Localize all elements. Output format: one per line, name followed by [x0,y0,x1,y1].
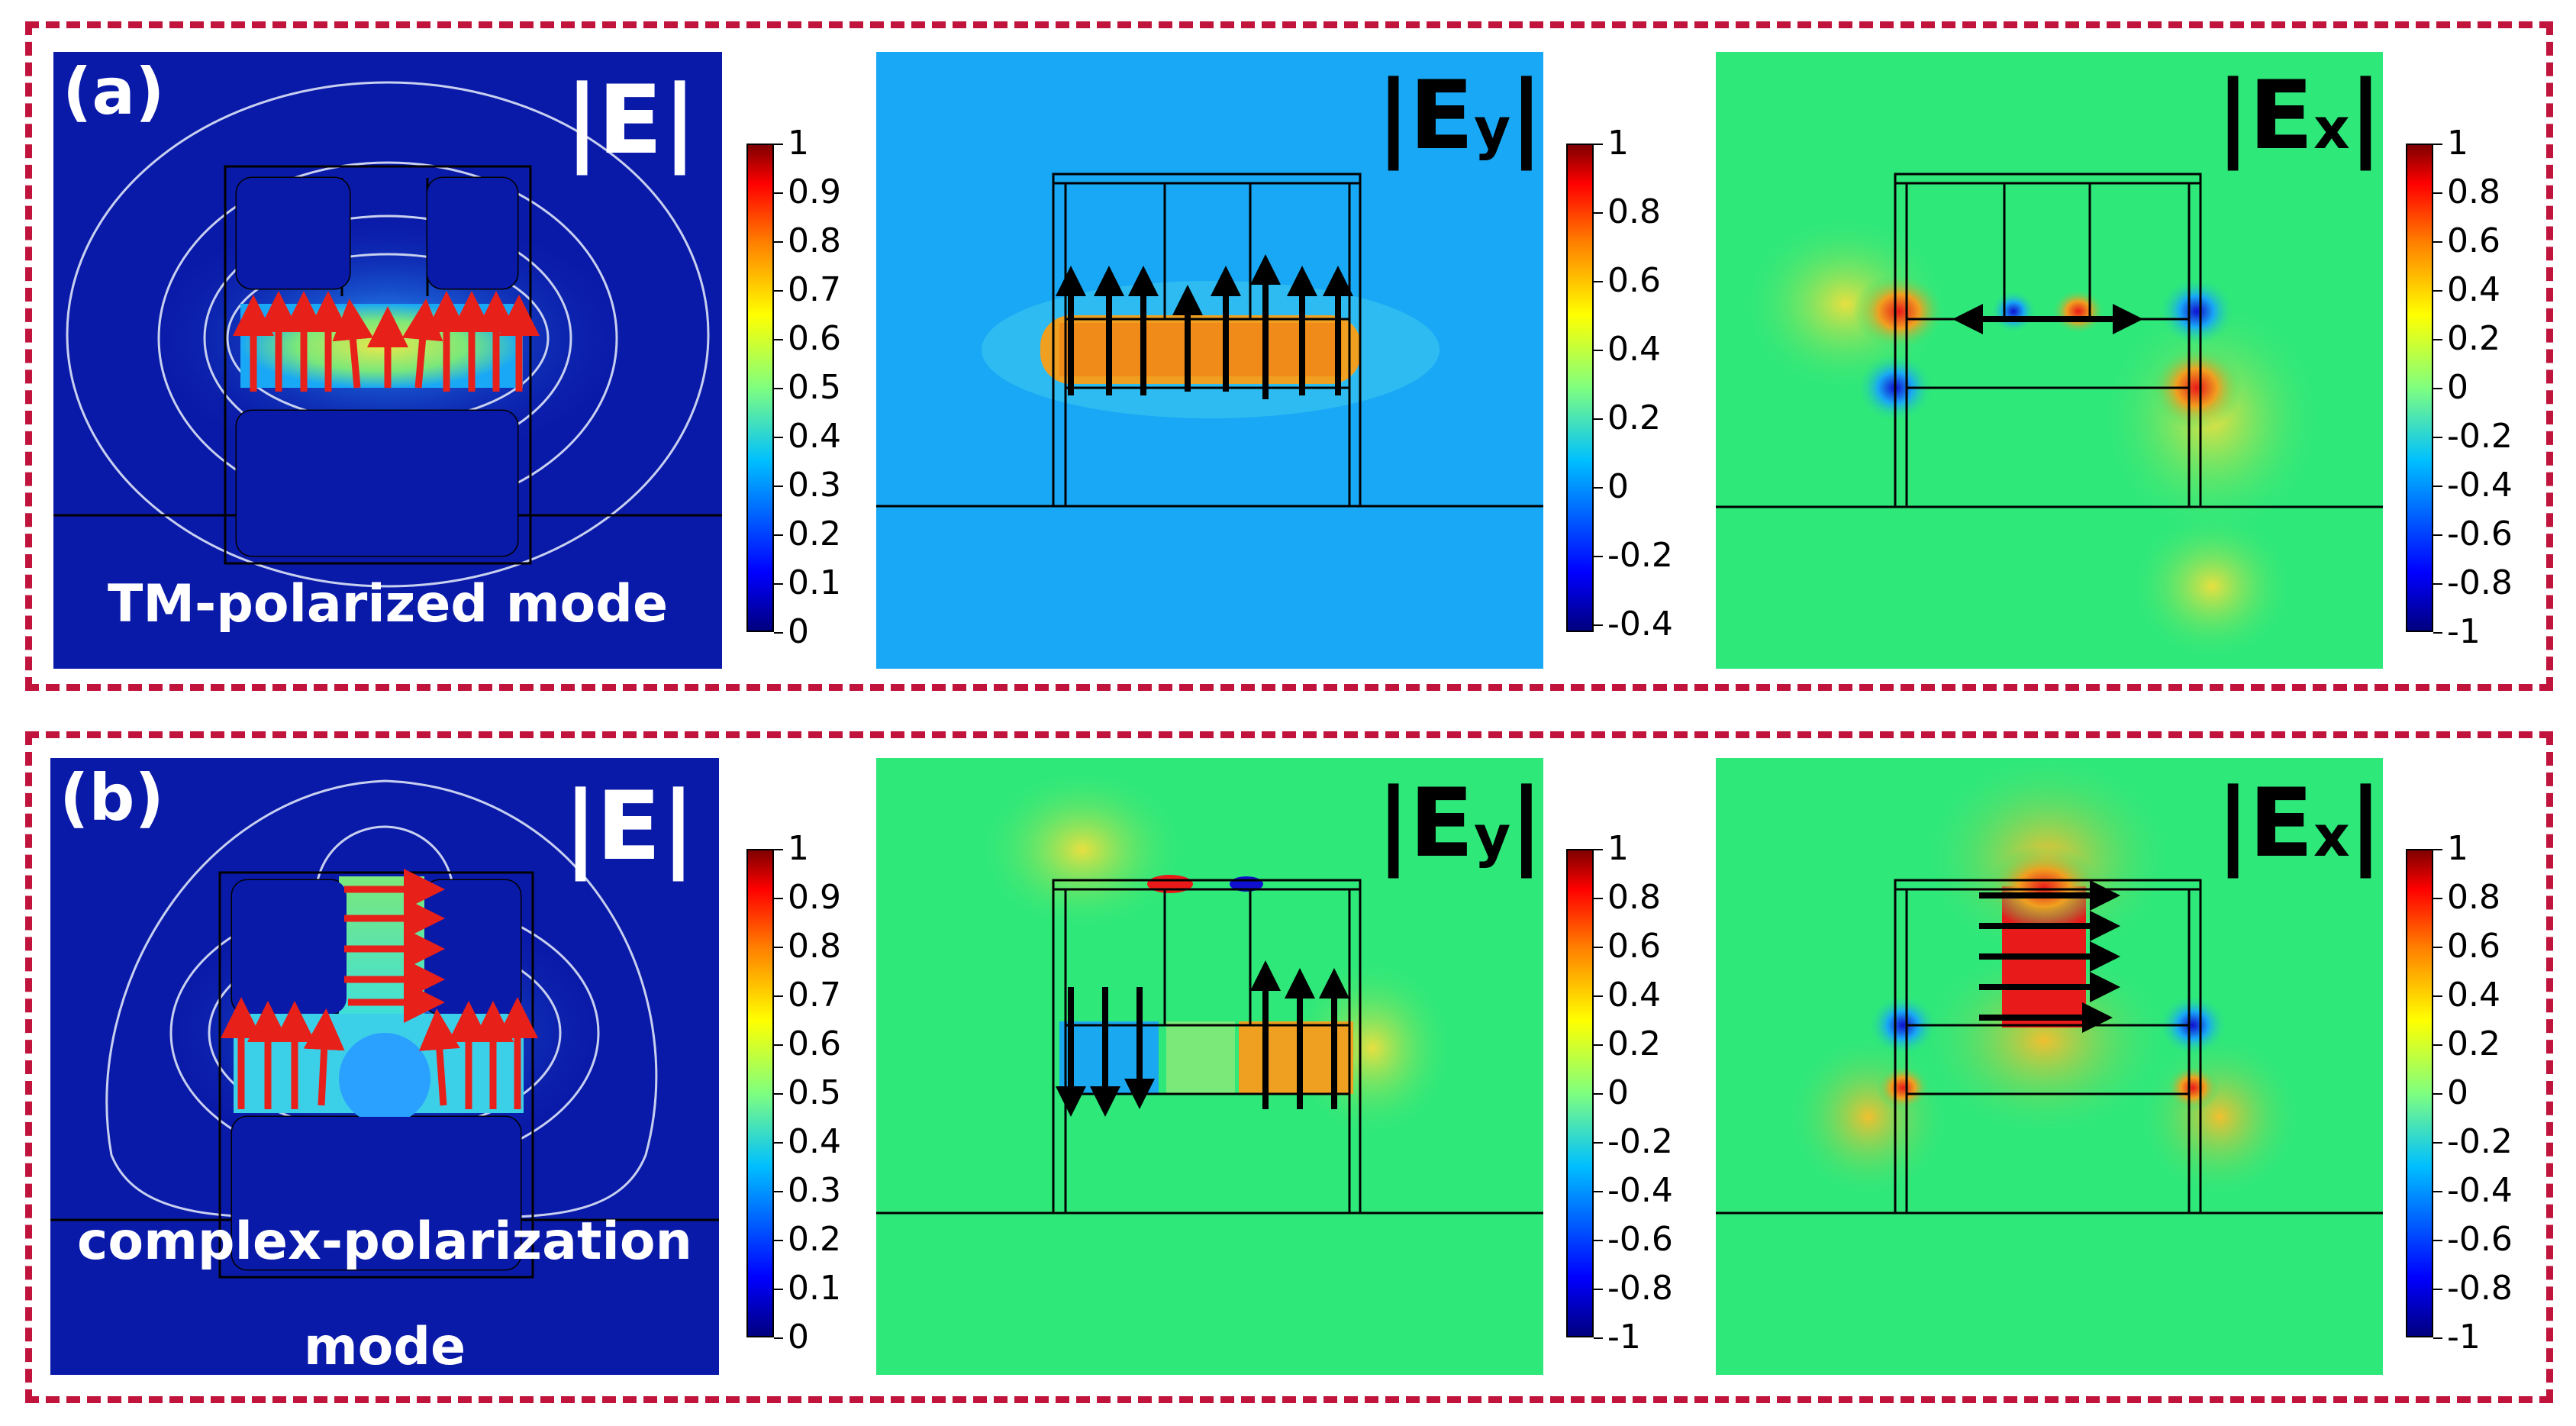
cbar-tick: 0 [1594,467,1629,506]
cbar-tick: 0.9 [774,878,841,917]
cbar-tick: 0.8 [1594,878,1661,917]
row-a-e-norm-field-map: (a) |E| TM-polarized mode [53,52,722,669]
cbar-tick: 0.2 [1594,1024,1661,1063]
cbar-tick: 0.6 [1594,261,1661,300]
cbar-tick: 0.8 [774,927,841,966]
cbar-tick: -0.8 [2433,563,2513,602]
cbar-tick: 0.2 [2433,1024,2500,1063]
cbar-tick: 1 [2433,124,2468,163]
cbar-tick: 0.1 [774,1269,841,1308]
cbar-tick: 0.6 [2433,221,2500,260]
cbar-tick: 0.6 [1594,927,1661,966]
row-a-ey-colorbar: 1 0.8 0.6 0.4 0.2 0 -0.2 -0.4 [1566,127,1681,641]
cbar-tick: -1 [2433,612,2481,651]
row-b-ex-colorbar: 1 0.8 0.6 0.4 0.2 0 -0.2 -0.4 -0.6 -0.8 … [2406,832,2536,1354]
cbar-tick: 0.4 [2433,976,2500,1015]
row-b-ey-field-map: |Ey| [876,758,1543,1375]
row-a-ex-title: |Ex| [2216,61,2383,171]
cbar-tick: -0.8 [1594,1269,1673,1308]
cbar-tick: -0.4 [1594,1171,1673,1210]
cbar-tick: 0.4 [1594,330,1661,369]
row-b-ex-field-map: |Ex| [1716,758,2383,1375]
row-b-e-norm-field-map: (b) |E| complex-polarization mode [50,758,719,1375]
row-b-ey-colorbar: 1 0.8 0.6 0.4 0.2 0 -0.2 -0.4 -0.6 -0.8 … [1566,832,1681,1354]
cbar-tick: 0.3 [774,466,841,505]
row-a-e-norm-title: |E| [565,66,697,176]
cbar-tick: 0.1 [774,563,841,602]
row-a-ey-field-map: |Ey| [876,52,1543,669]
row-a-ex-colorbar: 1 0.8 0.6 0.4 0.2 0 -0.2 -0.4 -0.6 -0.8 … [2406,127,2536,649]
cbar-tick: 0.5 [774,368,841,407]
cbar-tick: -0.2 [2433,417,2513,456]
row-a-tag: (a) [63,54,165,129]
cbar-tick: 0.8 [2433,173,2500,211]
cbar-tick: 0.7 [774,976,841,1015]
cbar-tick: 0 [774,612,809,651]
cbar-tick: 0.8 [774,221,841,260]
cbar-tick: -0.2 [1594,536,1673,575]
cbar-tick: -0.4 [1594,605,1673,644]
cbar-tick: 0.4 [1594,976,1661,1015]
cbar-tick: 0.5 [774,1073,841,1112]
cbar-tick: 0.2 [774,515,841,553]
cbar-tick: 0 [2433,368,2468,407]
cbar-tick: 0 [774,1318,809,1357]
cbar-tick: 0.8 [1594,192,1661,231]
cbar-tick: -1 [2433,1318,2481,1357]
cbar-tick: 0.2 [1594,398,1661,437]
row-b-ey-title: |Ey| [1376,769,1543,879]
cbar-tick: -1 [1594,1318,1641,1357]
cbar-tick: -0.6 [2433,515,2513,553]
row-b-tag: (b) [60,760,164,835]
row-a-mode-label: TM-polarized mode [107,574,669,634]
cbar-tick: -0.8 [2433,1269,2513,1308]
cbar-tick: 0.7 [774,270,841,309]
cbar-tick: 0.6 [774,319,841,358]
row-a-ex-field-map: |Ex| [1716,52,2383,669]
cbar-tick: -0.2 [1594,1122,1673,1161]
cbar-tick: 1 [774,124,809,163]
cbar-tick: 0.3 [774,1171,841,1210]
cbar-tick: 0.4 [774,417,841,456]
cbar-tick: 0.4 [774,1122,841,1161]
cbar-tick: -0.4 [2433,1171,2513,1210]
row-b-mode-label: complex-polarization mode [77,1211,692,1375]
cbar-tick: 0 [1594,1073,1629,1112]
cbar-tick: 1 [1594,124,1629,163]
cbar-tick: 1 [2433,829,2468,868]
cbar-tick: 0.8 [2433,878,2500,917]
row-b-ex-title: |Ex| [2216,769,2383,879]
cbar-tick: -0.6 [1594,1220,1673,1259]
row-b-e-norm-colorbar: 1 0.9 0.8 0.7 0.6 0.5 0.4 0.3 0.2 0.1 0 [746,832,861,1354]
cbar-tick: 1 [1594,829,1629,868]
row-a-frame [25,21,2553,691]
cbar-tick: 0.9 [774,173,841,211]
cbar-tick: 0.6 [774,1024,841,1063]
row-b-frame [25,731,2553,1403]
cbar-tick: 0 [2433,1073,2468,1112]
row-b-e-norm-title: |E| [563,772,695,882]
cbar-tick: 0.4 [2433,270,2500,309]
cbar-tick: -0.6 [2433,1220,2513,1259]
cbar-tick: 0.6 [2433,927,2500,966]
cbar-tick: -0.2 [2433,1122,2513,1161]
cbar-tick: 0.2 [774,1220,841,1259]
cbar-tick: 1 [774,829,809,868]
row-a-e-norm-colorbar: 1 0.9 0.8 0.7 0.6 0.5 0.4 0.3 0.2 0.1 0 [746,127,861,649]
cbar-tick: 0.2 [2433,319,2500,358]
cbar-tick: -0.4 [2433,466,2513,505]
row-a-ey-title: |Ey| [1376,61,1543,171]
